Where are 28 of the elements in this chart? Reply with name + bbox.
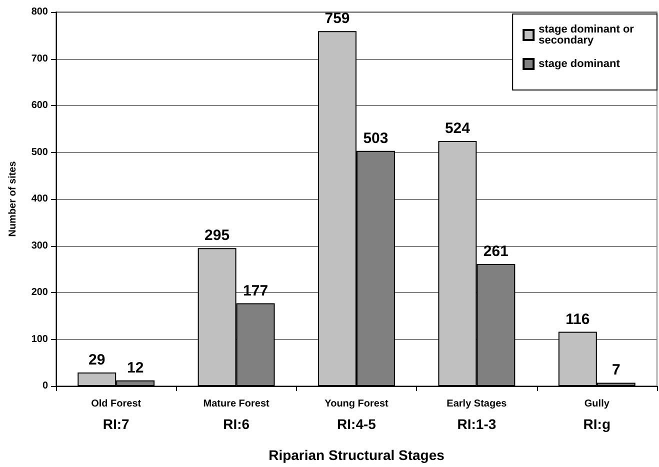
- y-tick-label: 200: [31, 287, 48, 298]
- x-tick-label: Early Stages RI:1-3: [446, 398, 508, 432]
- data-label: 7: [612, 362, 620, 379]
- y-tick-label: 100: [31, 334, 48, 345]
- data-label: 29: [88, 351, 106, 368]
- x-tick-label: Old Forest RI:7: [91, 398, 142, 432]
- y-tick-label: 300: [31, 240, 48, 252]
- x-tick-label: Mature Forest RI:6: [203, 398, 270, 432]
- y-tick-label: 800: [31, 6, 48, 18]
- data-label: 12: [126, 359, 144, 376]
- data-label: 524: [444, 120, 471, 138]
- y-axis-title: Number of sites: [8, 160, 18, 237]
- data-label: 261: [483, 242, 508, 260]
- y-tick-label: 600: [31, 100, 48, 111]
- y-tick-label: 700: [31, 53, 48, 64]
- data-label: 116: [566, 310, 590, 328]
- y-tick-label: 0: [42, 380, 48, 392]
- y-tick-label: 500: [31, 146, 48, 158]
- x-tick-label: Young Forest RI:4-5: [324, 398, 390, 432]
- legend-label: stage dominant or secondary: [538, 24, 638, 46]
- y-tick-label: 400: [31, 194, 48, 204]
- data-label: 295: [204, 227, 230, 244]
- x-axis-title: Riparian Structural Stages: [268, 447, 445, 463]
- data-label: 177: [243, 282, 268, 300]
- x-tick-label: Gully RI:g: [583, 398, 611, 432]
- data-label: 503: [363, 130, 388, 147]
- legend-label: stage dominant: [538, 58, 620, 70]
- data-label: 759: [324, 10, 350, 28]
